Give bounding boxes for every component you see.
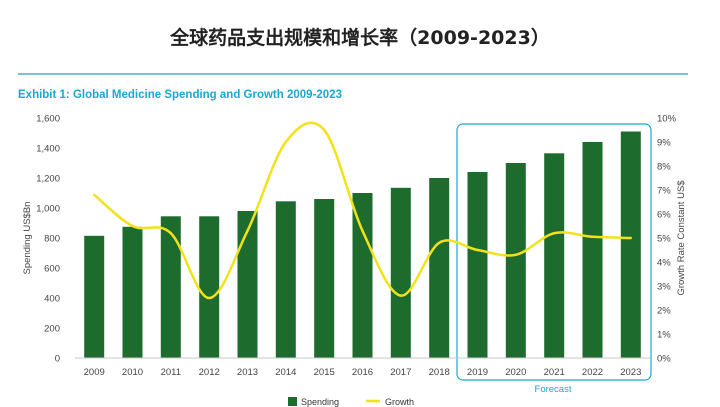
forecast-label: Forecast — [535, 384, 572, 395]
y-left-tick-label: 400 — [44, 294, 60, 305]
spending-bar-2012 — [199, 216, 220, 359]
y-left-tick-label: 1,600 — [36, 114, 60, 125]
spending-bar-2020 — [505, 163, 526, 358]
x-tick-label: 2016 — [352, 367, 373, 378]
growth-point-2016 — [361, 229, 364, 232]
x-tick-label: 2012 — [199, 367, 220, 378]
bars-layer — [84, 131, 641, 359]
growth-point-2021 — [553, 232, 556, 235]
x-tick-label: 2015 — [314, 367, 335, 378]
y-right-tick-label: 3% — [657, 282, 671, 293]
growth-point-2017 — [399, 294, 402, 297]
y-right-tick-label: 6% — [657, 210, 671, 221]
forecast-box — [456, 123, 652, 381]
y-left-tick-label: 1,000 — [36, 204, 60, 215]
left-axis-ticks: 0 200 400 600 800 1,000 1,200 1,400 1,600 — [36, 114, 60, 365]
legend-spending-swatch — [288, 397, 297, 406]
growth-point-2011 — [169, 232, 172, 235]
x-tick-label: 2022 — [582, 367, 603, 378]
x-tick-label: 2017 — [390, 367, 411, 378]
spending-bar-2010 — [122, 226, 143, 359]
page-title: 全球药品支出规模和增长率（2009-2023） — [169, 26, 550, 49]
y-right-tick-label: 2% — [657, 306, 671, 317]
legend-spending-label: Spending — [301, 397, 339, 407]
y-right-tick-label: 9% — [657, 138, 671, 149]
x-tick-label: 2010 — [122, 367, 143, 378]
legend-growth-label: Growth — [385, 397, 414, 407]
growth-point-2023 — [629, 236, 632, 240]
spending-bar-2022 — [582, 142, 603, 358]
y-right-tick-label: 8% — [657, 162, 671, 173]
x-axis-ticks: 2009 2010 2011 2012 2013 2014 2015 2016 2017 2018… — [84, 367, 642, 378]
y-right-tick-label: 0% — [657, 354, 671, 365]
y-right-tick-label: 1% — [657, 330, 671, 341]
growth-point-2009 — [93, 193, 96, 196]
growth-point-2022 — [591, 235, 594, 238]
x-tick-label: 2011 — [161, 367, 181, 378]
y-left-tick-label: 1,400 — [36, 144, 60, 155]
y-axis-left-label: Spending US$Bn — [22, 202, 33, 275]
x-tick-label: 2020 — [505, 367, 526, 378]
x-tick-label: 2013 — [237, 367, 258, 378]
legend: Spending Growth — [288, 397, 414, 407]
x-tick-label: 2019 — [467, 367, 488, 378]
y-right-tick-label: 4% — [657, 258, 671, 269]
y-left-tick-label: 0 — [55, 354, 60, 365]
y-left-tick-label: 200 — [44, 324, 60, 335]
growth-point-2014 — [284, 140, 287, 144]
spending-bar-2018 — [429, 178, 450, 358]
y-left-tick-label: 1,200 — [36, 174, 60, 185]
spending-bar-2023 — [620, 131, 641, 358]
growth-line-layer — [93, 121, 632, 300]
spending-bar-2014 — [275, 201, 296, 359]
growth-point-2010 — [131, 224, 134, 228]
y-right-tick-label: 5% — [657, 234, 671, 245]
x-tick-label: 2009 — [84, 367, 105, 378]
growth-point-2012 — [208, 296, 211, 300]
spending-bar-2009 — [84, 235, 105, 359]
growth-point-2018 — [438, 241, 441, 244]
spending-bar-2017 — [390, 187, 411, 359]
x-tick-label: 2018 — [429, 367, 450, 378]
x-tick-label: 2014 — [275, 367, 296, 378]
growth-point-2015 — [323, 128, 326, 132]
spending-bar-2015 — [314, 199, 335, 358]
growth-point-2019 — [476, 248, 479, 252]
growth-point-2013 — [246, 229, 249, 232]
y-axis-right-label: Growth Rate Constant US$ — [676, 180, 687, 296]
y-left-tick-label: 600 — [44, 264, 60, 275]
y-right-tick-label: 7% — [657, 186, 671, 197]
y-right-tick-label: 10% — [657, 114, 677, 125]
spending-bar-2019 — [467, 172, 488, 358]
y-left-tick-label: 800 — [44, 234, 60, 245]
spending-bar-2016 — [352, 193, 373, 358]
chart-title: Exhibit 1: Global Medicine Spending and … — [18, 89, 342, 101]
spending-bar-2013 — [237, 211, 258, 358]
spending-bar-2011 — [160, 216, 181, 359]
x-tick-label: 2021 — [544, 367, 565, 378]
growth-line — [93, 121, 631, 300]
growth-point-2020 — [514, 253, 517, 256]
x-tick-label: 2023 — [620, 367, 641, 378]
spending-bar-2021 — [544, 153, 565, 359]
right-axis-ticks: 0% 1% 2% 3% 4% 5% 6% 7% 8% 9% 10% — [657, 114, 677, 365]
